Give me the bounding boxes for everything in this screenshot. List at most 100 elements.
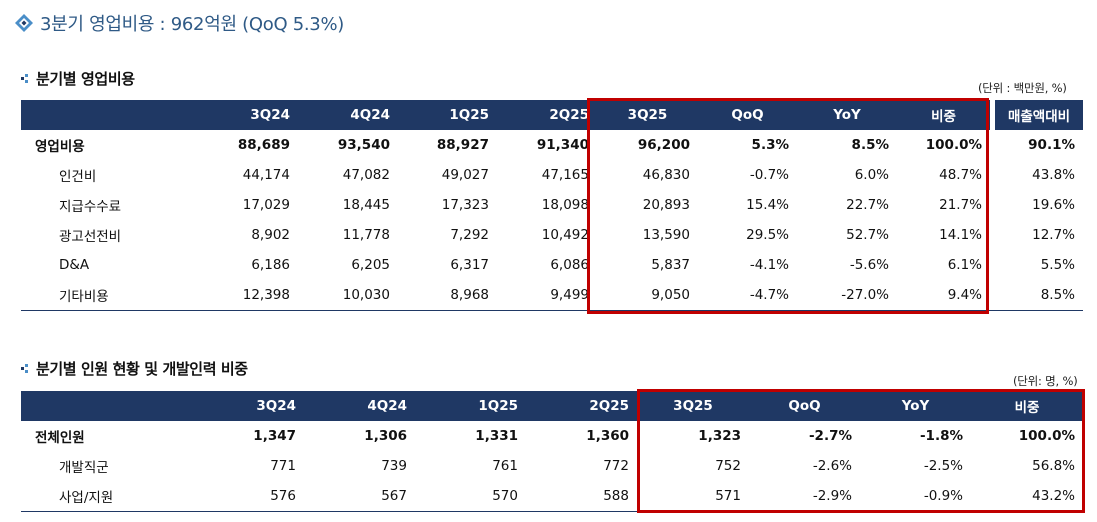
cell: 96,200 xyxy=(637,137,690,153)
cell: 9,499 xyxy=(497,280,597,311)
cell: 10,492 xyxy=(541,227,589,243)
table-row: 전체인원 1,347 1,306 1,331 1,360 1,323 -2.7%… xyxy=(21,421,1083,451)
cell: 5,837 xyxy=(651,257,690,273)
cell: 43.2% xyxy=(971,481,1083,512)
cell: 48.7% xyxy=(939,167,982,183)
header-share: 비중 xyxy=(897,100,990,130)
cell-gap xyxy=(990,250,995,280)
cell: 8.5% xyxy=(995,280,1083,311)
cell: 19.6% xyxy=(1032,197,1075,213)
cell: 47,165 xyxy=(541,167,589,183)
headcount-table: 3Q24 4Q24 1Q25 2Q25 3Q25 QoQ YoY 비중 전체인원… xyxy=(21,391,1083,512)
row-label: 사업/지원 xyxy=(21,481,194,512)
cell: 90.1% xyxy=(1028,137,1075,153)
cell: 570 xyxy=(415,481,526,512)
header-qoq: QoQ xyxy=(698,100,797,130)
cell: 100.0% xyxy=(925,137,982,153)
cell: 1,306 xyxy=(364,428,407,444)
cell: 5.3% xyxy=(751,137,789,153)
cell: 17,029 xyxy=(242,197,290,213)
row-label: 지급수수료 xyxy=(59,199,122,215)
cell: -0.9% xyxy=(860,481,971,512)
cell: 49,027 xyxy=(441,167,489,183)
header-3q24: 3Q24 xyxy=(194,391,304,421)
header-yoy: YoY xyxy=(797,100,897,130)
cell: 14.1% xyxy=(939,227,982,243)
header-3q24: 3Q24 xyxy=(198,100,298,130)
table-row: 기타비용 12,398 10,030 8,968 9,499 9,050 -4.… xyxy=(21,280,1083,311)
header-share: 비중 xyxy=(971,391,1083,421)
bullet-icon xyxy=(21,73,28,83)
cell: 739 xyxy=(381,458,407,474)
header-qoq: QoQ xyxy=(749,391,860,421)
row-label: 개발직군 xyxy=(59,460,109,476)
cell: 44,174 xyxy=(242,167,290,183)
header-1q25: 1Q25 xyxy=(398,100,497,130)
cell: 1,347 xyxy=(253,428,296,444)
section2-unit: (단위: 명, %) xyxy=(1013,374,1078,388)
cell: 17,323 xyxy=(441,197,489,213)
cell-gap xyxy=(990,190,995,220)
cell: 12.7% xyxy=(1032,227,1075,243)
cell-gap xyxy=(990,220,995,250)
cell: 588 xyxy=(526,481,637,512)
section1-title-text: 분기별 영업비용 xyxy=(36,70,135,88)
cell: 52.7% xyxy=(846,227,889,243)
cell: -4.1% xyxy=(749,257,789,273)
cell: 752 xyxy=(715,458,741,474)
cell: 576 xyxy=(194,481,304,512)
operating-expense-table: 3Q24 4Q24 1Q25 2Q25 3Q25 QoQ YoY 비중 매출액대… xyxy=(21,100,1083,311)
cell: -0.7% xyxy=(749,167,789,183)
cell: 9,050 xyxy=(597,280,698,311)
header-label xyxy=(21,391,194,421)
table-row: 인건비 44,174 47,082 49,027 47,165 46,830 -… xyxy=(21,160,1083,190)
cell-gap xyxy=(990,160,995,190)
header-2q25: 2Q25 xyxy=(526,391,637,421)
cell: 761 xyxy=(492,458,518,474)
cell: 8,902 xyxy=(251,227,290,243)
section1-title: 분기별 영업비용 xyxy=(20,68,135,89)
header-gap xyxy=(990,100,995,130)
cell: 11,778 xyxy=(342,227,390,243)
header-1q25: 1Q25 xyxy=(415,391,526,421)
header-yoy: YoY xyxy=(860,391,971,421)
cell: -27.0% xyxy=(797,280,897,311)
table-row: 개발직군 771 739 761 772 752 -2.6% -2.5% 56.… xyxy=(21,451,1083,481)
cell: 88,927 xyxy=(436,137,489,153)
cell: -2.7% xyxy=(808,428,852,444)
cell: 91,340 xyxy=(536,137,589,153)
table-header-row: 3Q24 4Q24 1Q25 2Q25 3Q25 QoQ YoY 비중 매출액대… xyxy=(21,100,1083,130)
cell: 6.1% xyxy=(947,257,982,273)
cell: 20,893 xyxy=(642,197,690,213)
table-header-row: 3Q24 4Q24 1Q25 2Q25 3Q25 QoQ YoY 비중 xyxy=(21,391,1083,421)
cell: -5.6% xyxy=(849,257,889,273)
cell: 56.8% xyxy=(1032,458,1075,474)
cell: 1,331 xyxy=(475,428,518,444)
table-row: 광고선전비 8,902 11,778 7,292 10,492 13,590 2… xyxy=(21,220,1083,250)
header-3q25: 3Q25 xyxy=(637,391,749,421)
cell: 15.4% xyxy=(746,197,789,213)
header-3q25: 3Q25 xyxy=(597,100,698,130)
diamond-icon xyxy=(15,14,33,32)
section2-title-text: 분기별 인원 현황 및 개발인력 비중 xyxy=(36,360,248,378)
cell: 10,030 xyxy=(298,280,398,311)
cell: 771 xyxy=(270,458,296,474)
cell: 9.4% xyxy=(897,280,990,311)
cell: 88,689 xyxy=(237,137,290,153)
bullet-icon xyxy=(21,363,28,373)
row-label: 기타비용 xyxy=(21,280,198,311)
cell: 1,323 xyxy=(698,428,741,444)
cell: 8,968 xyxy=(398,280,497,311)
section2-title: 분기별 인원 현황 및 개발인력 비중 xyxy=(20,358,248,379)
header-sales-ratio: 매출액대비 xyxy=(995,100,1083,130)
cell: 43.8% xyxy=(1032,167,1075,183)
header-2q25: 2Q25 xyxy=(497,100,597,130)
cell: 6,205 xyxy=(351,257,390,273)
cell: 22.7% xyxy=(846,197,889,213)
table-row: 영업비용 88,689 93,540 88,927 91,340 96,200 … xyxy=(21,130,1083,160)
cell: 8.5% xyxy=(851,137,889,153)
cell: 772 xyxy=(603,458,629,474)
cell-gap xyxy=(990,280,995,311)
cell: 6,186 xyxy=(251,257,290,273)
cell: 5.5% xyxy=(1040,257,1075,273)
